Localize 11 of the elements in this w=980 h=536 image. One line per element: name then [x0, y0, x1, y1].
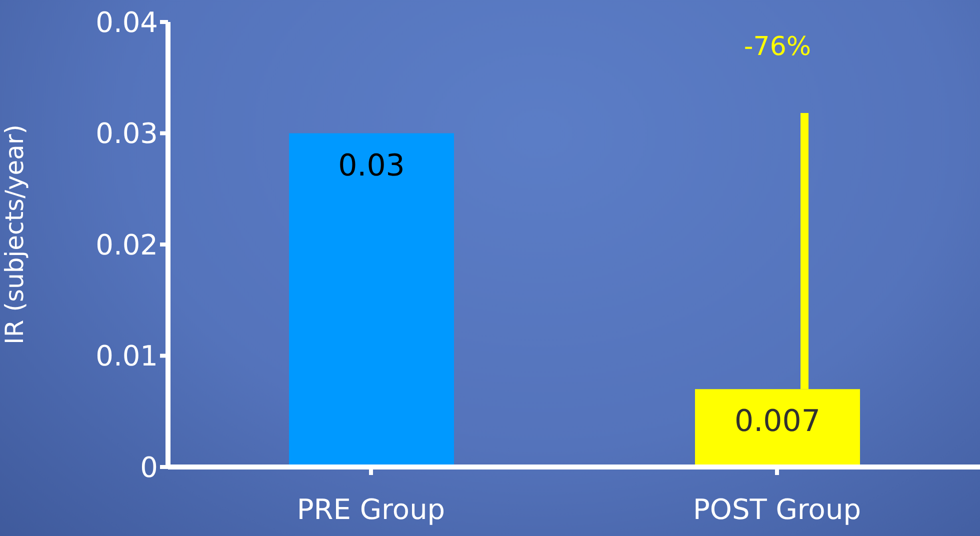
annotation: -76% [744, 32, 812, 62]
data-label: 0.007 [734, 404, 820, 440]
x-tick-label: POST Group [693, 492, 861, 526]
x-tick-label: PRE Group [296, 492, 446, 526]
y-tick-label: 0.01 [96, 340, 158, 373]
data-label: 0.03 [338, 148, 405, 184]
y-tick-label: 0.03 [96, 117, 158, 150]
y-tick-label: 0 [140, 450, 158, 484]
y-tick-label: 0.04 [96, 6, 158, 39]
y-axis-title: IR (subjects/year) [0, 124, 29, 344]
y-tick-label: 0.02 [96, 228, 158, 262]
